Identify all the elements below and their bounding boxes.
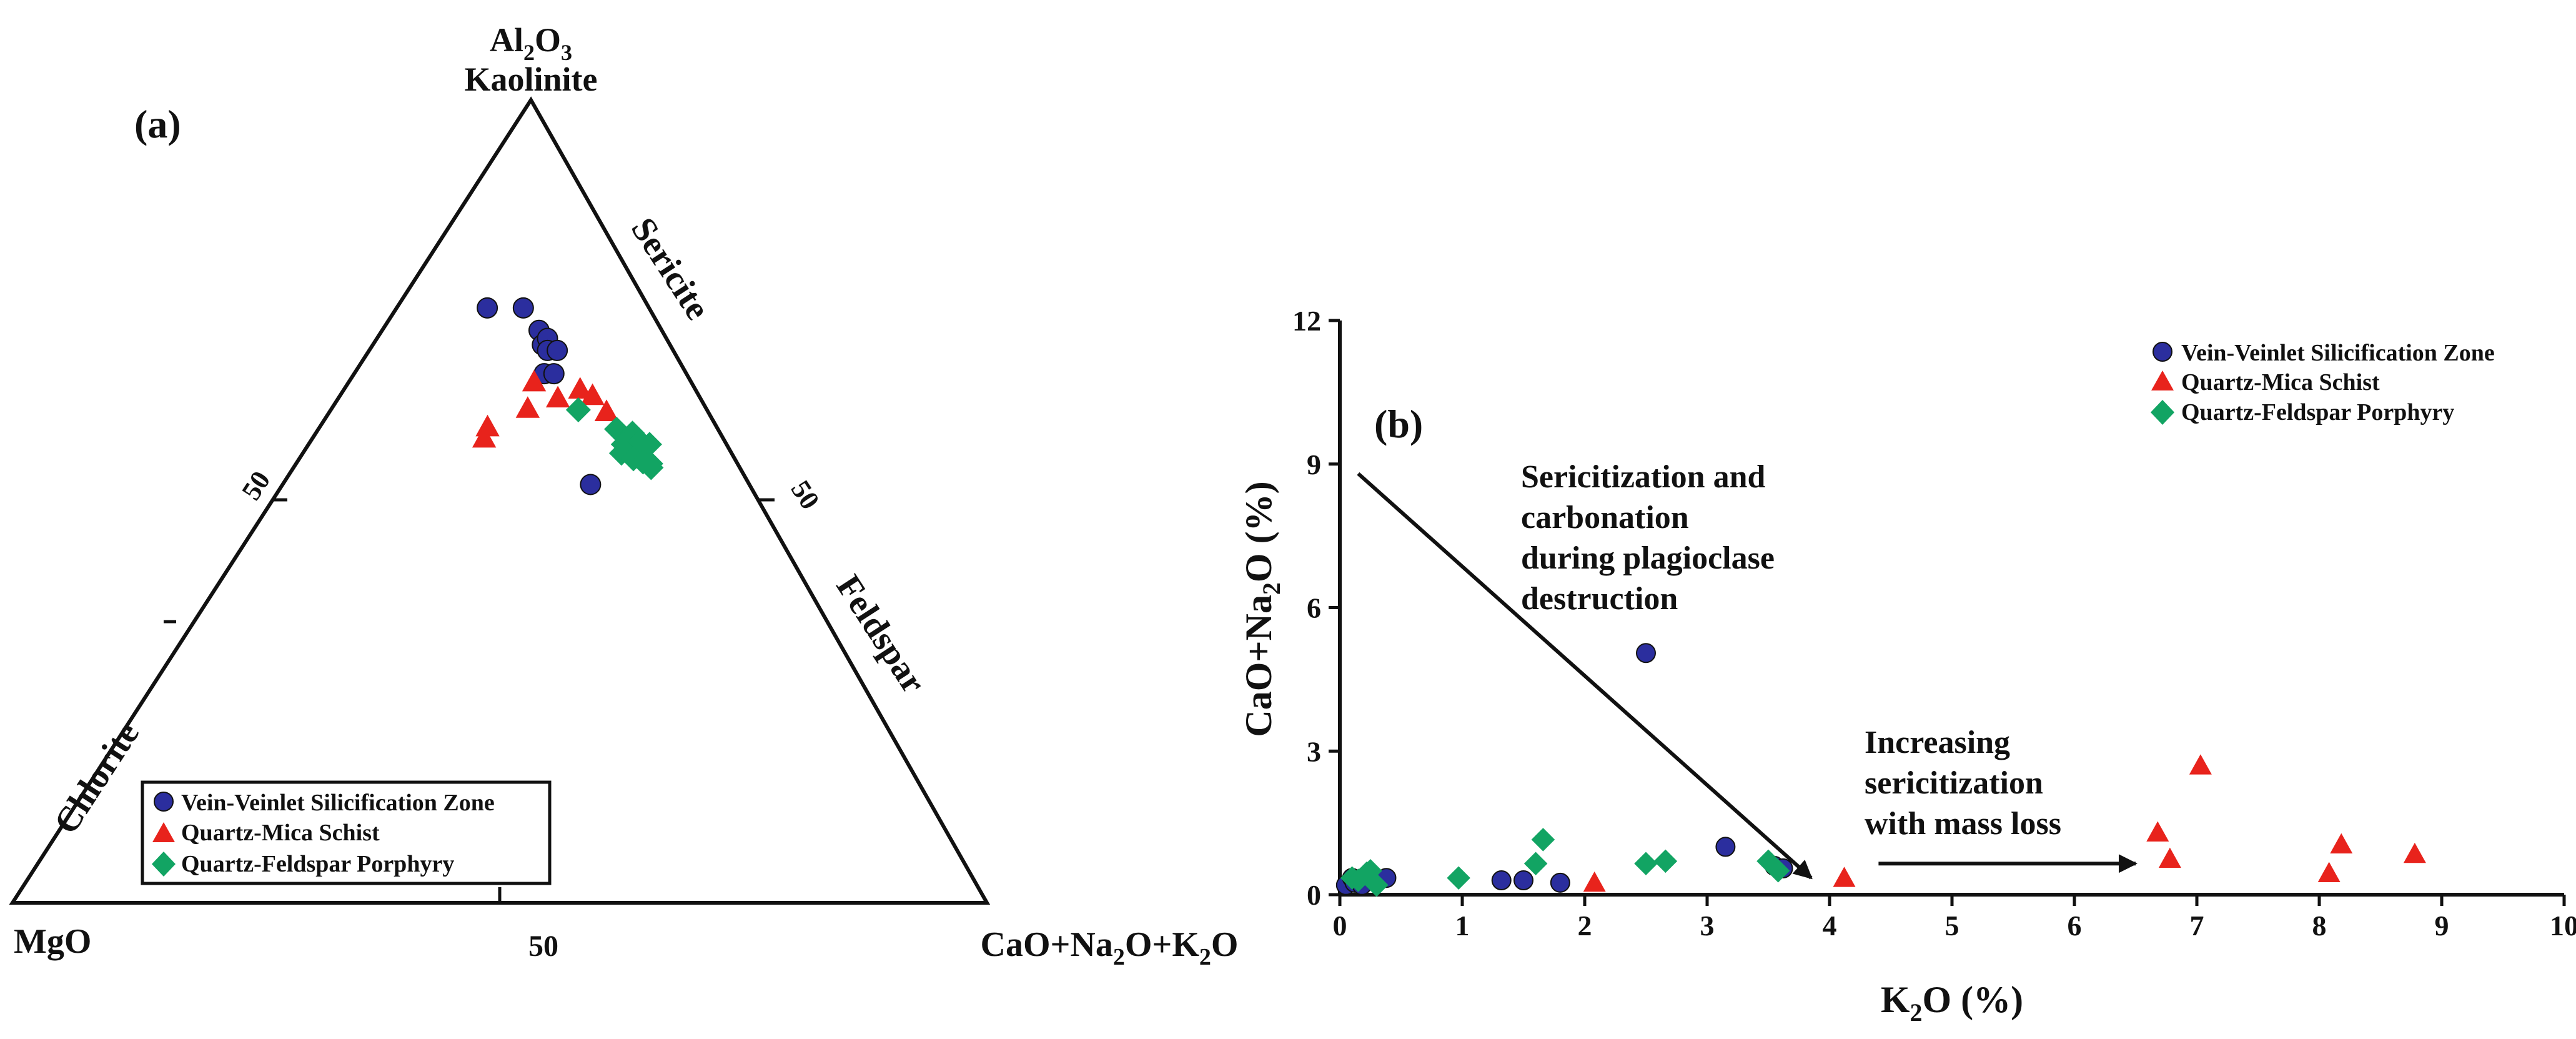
scatter-legend: Vein-Veinlet Silicification Zone Quartz-… [2151,340,2495,425]
annotation-1-line-3: during plagioclase [1521,540,1775,576]
x-tick-label: 6 [2068,910,2082,942]
ternary-point-triangle [522,369,547,392]
ternary-tick-label-right: 50 [785,475,826,515]
x-tick-label: 1 [1455,910,1470,942]
scatter-point-triangle [2317,862,2341,882]
x-tick-label: 8 [2312,910,2327,942]
ternary-point-triangle [472,425,497,448]
x-tick-label: 0 [1333,910,1347,942]
ternary-points [472,297,664,495]
ternary-point-circle [543,363,565,385]
scatter-point-triangle [2158,847,2181,868]
x-tick-label: 7 [2190,910,2204,942]
ternary-tick-label-left: 50 [235,465,276,505]
scatter-point-circle [1491,870,1512,891]
ternary-point-diamond [638,455,664,480]
x-tick-label: 3 [1700,910,1715,942]
x-tick-label: 9 [2435,910,2449,942]
scatter-point-triangle [1583,871,1606,892]
annotation-2-line-2: sericitization [1865,765,2043,801]
ternary-point-circle [512,297,534,319]
scatter-point-diamond [1447,866,1470,890]
y-tick-label: 6 [1307,592,1321,624]
y-tick-label: 3 [1307,735,1321,767]
annotation-arrow-1 [1357,472,1813,880]
scatter-point-triangle [2189,754,2212,775]
scatter-point-diamond [1634,852,1658,875]
x-tick-label: 5 [1945,910,1959,942]
legend-marker-schist [152,822,175,842]
scatter-points [1335,643,2426,897]
annotation-2-line-3: with mass loss [1865,806,2061,842]
scatter-point-circle [1636,643,1656,664]
scatter-point-triangle [2403,842,2426,863]
ternary-legend: Vein-Veinlet Silicification Zone Quartz-… [141,780,552,885]
ternary-legend-box [141,780,552,885]
y-axis-label: CaO+Na2O (%) [1238,481,1286,737]
legend-label-porphyry: Quartz-Feldspar Porphyry [181,851,454,877]
legend-label-schist: Quartz-Mica Schist [181,820,380,846]
legend-b-label-vein: Vein-Veinlet Silicification Zone [2181,340,2495,366]
scatter-point-circle [1513,870,1533,891]
annotation-increasing-sericitization: Increasing sericitization with mass loss [1865,725,2061,842]
ternary-point-triangle [594,399,619,421]
scatter-point-diamond [1653,849,1678,873]
legend-b-label-schist: Quartz-Mica Schist [2181,369,2380,395]
x-tick-label: 10 [2550,910,2576,942]
ternary-tick-label-bottom: 50 [528,930,558,963]
scatter-point-circle [1715,837,1736,857]
scatter-point-diamond [1365,873,1389,897]
x-tick-label: 2 [1578,910,1592,942]
ternary-point-triangle [568,377,592,399]
ternary-point-circle [580,474,602,495]
legend-b-marker-schist [2151,370,2174,390]
legend-b-label-porphyry: Quartz-Feldspar Porphyry [2181,399,2454,425]
ternary-point-triangle [515,396,540,418]
annotation-1-line-2: carbonation [1521,500,1689,535]
ternary-point-triangle [580,383,605,405]
apex-top-mineral: Kaolinite [465,61,598,98]
edge-label-sericite: Sericite [623,211,717,327]
x-tick-label: 4 [1823,910,1837,942]
panel-label-a: (a) [134,102,181,146]
apex-right-label: CaO+Na2O+K2O [981,925,1239,970]
scatter-point-diamond [1531,828,1555,852]
y-tick-label: 9 [1307,449,1321,480]
x-axis-label: K2O (%) [1881,979,2023,1027]
legend-label-vein: Vein-Veinlet Silicification Zone [181,790,495,816]
scatter-point-triangle [1833,867,1856,887]
scatter-point-triangle [2330,833,2353,853]
scatter-point-diamond [1766,858,1790,883]
scatter-point-triangle [2146,821,2169,842]
legend-marker-porphyry [152,852,176,877]
panel-label-b: (b) [1374,402,1423,446]
y-tick-label: 0 [1307,879,1321,911]
ternary-panel: (a) 50 50 50 Al2O3 Kaolinite MgO CaO+Na2… [9,21,1239,970]
legend-b-marker-vein [2152,342,2172,362]
y-tick-label: 12 [1292,305,1321,337]
ternary-point-circle [477,297,498,319]
apex-left-label: MgO [14,922,91,961]
ternary-point-diamond [565,397,591,423]
scatter-point-diamond [1523,852,1548,875]
scatter-point-circle [1550,872,1570,893]
edge-label-chlorite: Chlorite [47,715,147,841]
apex-top-formula: Al2O3 [490,21,572,65]
annotation-arrows [1357,472,2138,880]
edge-label-feldspar: Feldspar [828,569,933,700]
annotation-sericitization-carbonation: Sericitization and carbonation during pl… [1521,459,1775,617]
legend-b-marker-porphyry [2151,400,2174,425]
legend-marker-vein [154,792,174,812]
ternary-point-triangle [545,385,570,408]
annotation-1-line-4: destruction [1521,581,1678,617]
ternary-point-circle [547,339,568,361]
annotation-2-line-1: Increasing [1865,725,2010,760]
annotation-1-line-1: Sericitization and [1521,459,1766,495]
